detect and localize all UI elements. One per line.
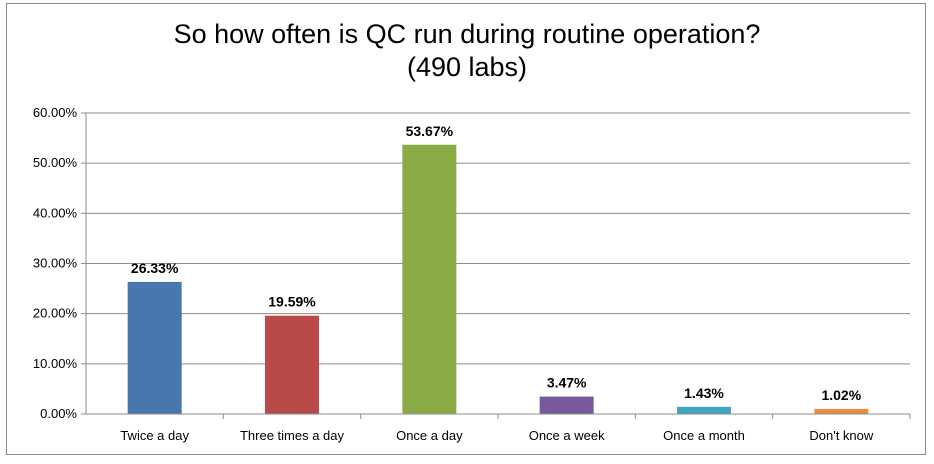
data-label: 1.43%: [684, 385, 724, 401]
x-tick-label: Once a week: [529, 428, 605, 443]
x-tick-label: Twice a day: [120, 428, 189, 443]
data-label: 26.33%: [131, 260, 179, 276]
data-label: 3.47%: [547, 375, 587, 391]
y-tick-label: 0.00%: [40, 406, 77, 421]
x-tick-label: Once a day: [396, 428, 463, 443]
bar: [265, 315, 319, 414]
chart-subtitle: (490 labs): [406, 52, 528, 82]
data-label: 1.02%: [821, 387, 861, 403]
data-label: 19.59%: [268, 294, 316, 310]
y-tick-label: 30.00%: [33, 256, 78, 271]
x-tick-label: Once a month: [663, 428, 745, 443]
y-tick-label: 40.00%: [33, 205, 78, 220]
bar: [677, 406, 731, 414]
chart-title-block: So how often is QC run during routine op…: [0, 18, 934, 84]
data-label: 53.67%: [406, 123, 454, 139]
x-tick-label: Three times a day: [240, 428, 345, 443]
bar: [814, 408, 869, 414]
y-tick-label: 20.00%: [33, 306, 78, 321]
bar: [402, 144, 457, 414]
chart-title: So how often is QC run during routine op…: [173, 19, 761, 49]
x-tick-label: Don't know: [809, 428, 874, 443]
y-tick-label: 10.00%: [33, 356, 78, 371]
y-tick-label: 50.00%: [33, 155, 78, 170]
bar: [127, 281, 182, 414]
y-tick-label: 60.00%: [33, 105, 78, 120]
bar: [539, 396, 594, 414]
